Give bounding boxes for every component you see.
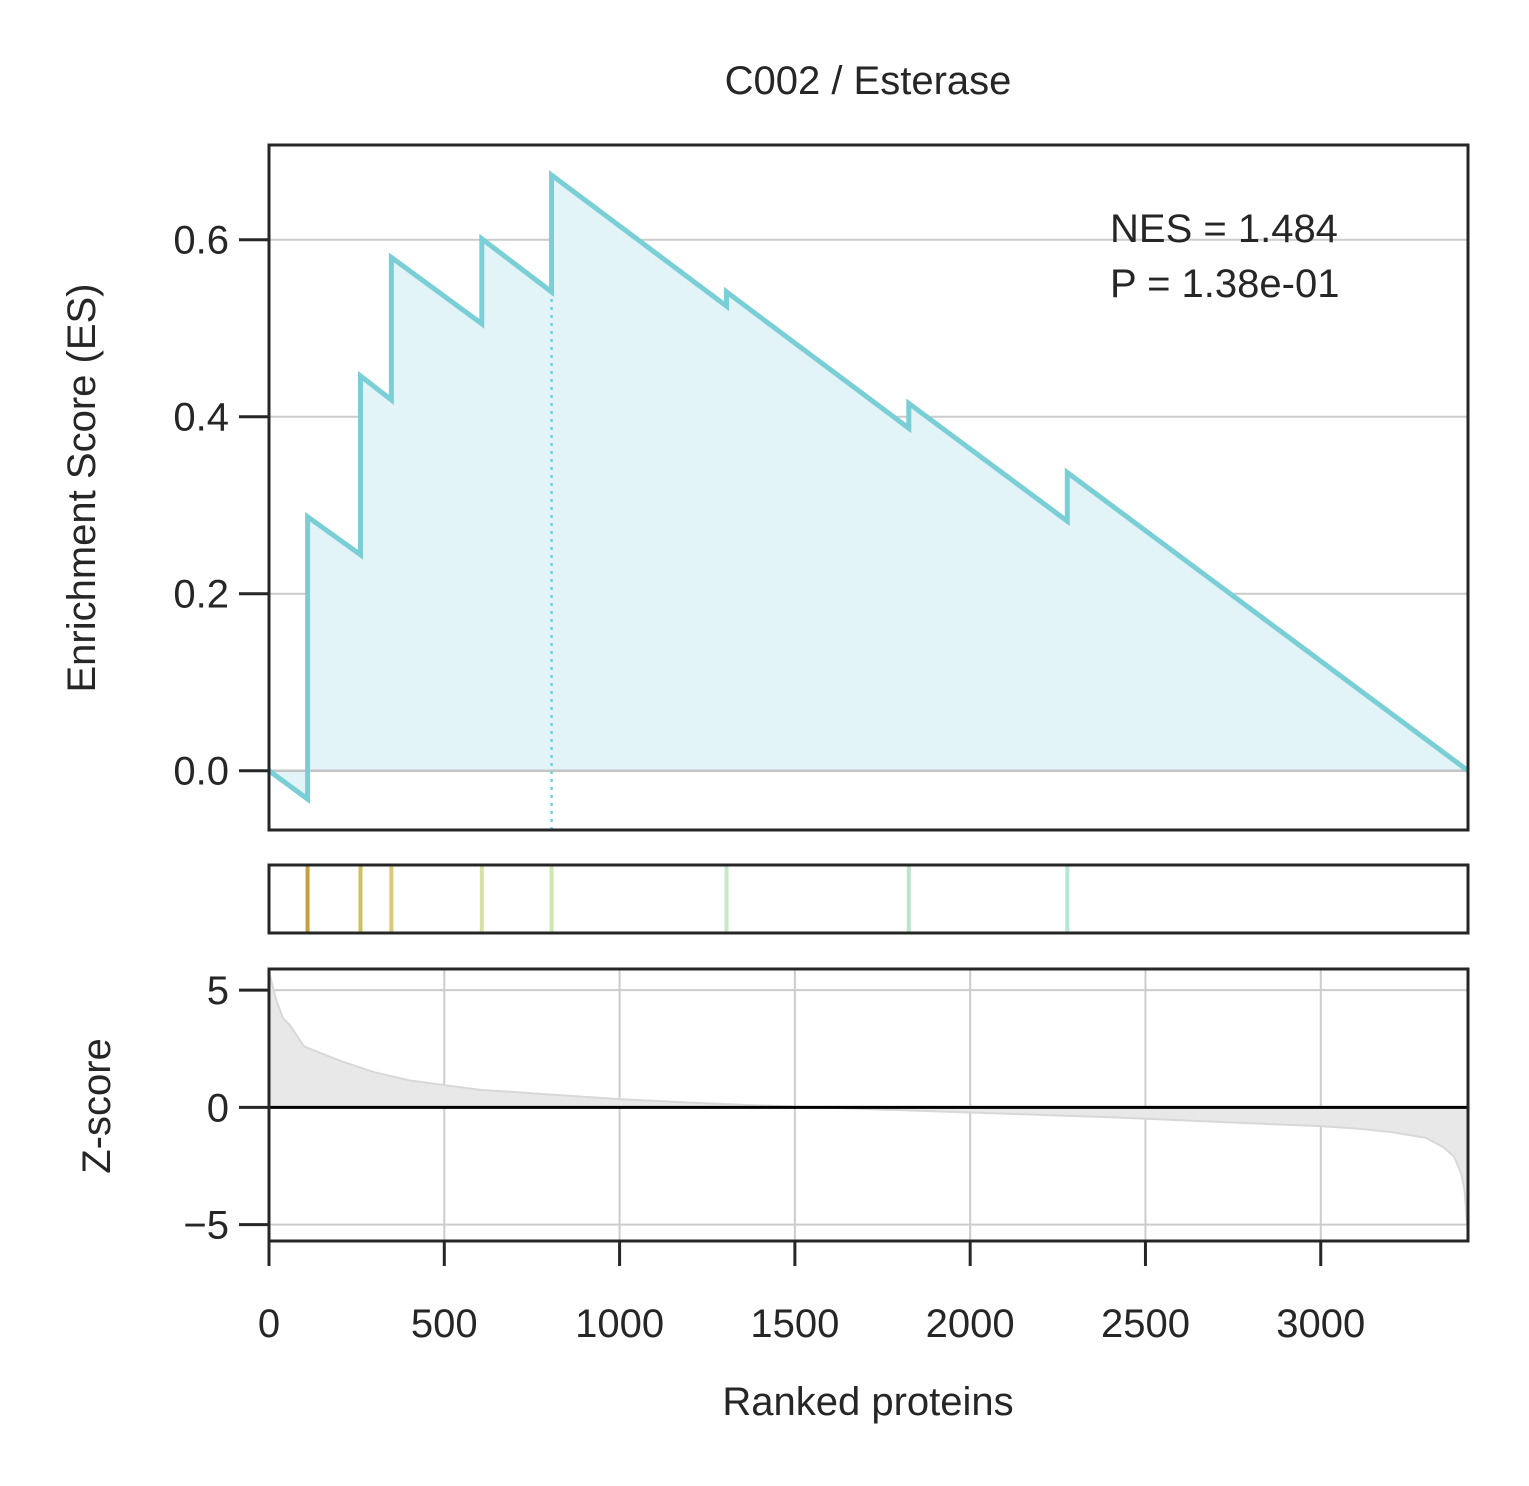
es-area-fill [269,175,1468,800]
es-y-tick-label: 0.0 [173,750,229,794]
x-tick-label: 1000 [575,1302,664,1346]
zscore-y-tick-label: 0 [207,1086,229,1130]
zscore-y-ticks: 5 0 −5 [183,969,269,1248]
es-running-sum-line [267,170,1470,804]
zscore-panel: 5 0 −5 Z-score [75,967,1470,1248]
es-y-tick-label: 0.2 [173,573,229,617]
x-tick-label: 500 [411,1302,478,1346]
x-tick-label: 2500 [1101,1302,1190,1346]
chart-title: C002 / Esterase [725,59,1012,103]
x-tick-label: 3000 [1276,1302,1365,1346]
es-y-ticks: 0.0 0.2 0.4 0.6 [173,219,269,794]
es-y-tick-label: 0.4 [173,396,229,440]
enrichment-score-panel: 0.0 0.2 0.4 0.6 Enrichment Score (ES) NES =… [60,143,1470,832]
nes-annotation: NES = 1.484 [1110,207,1338,251]
x-axis-label: Ranked proteins [722,1380,1013,1424]
es-y-axis-label: Enrichment Score (ES) [60,283,104,692]
zscore-y-tick-label: 5 [207,969,229,1013]
es-y-tick-label: 0.6 [173,219,229,263]
es-panel-frame [267,143,1470,832]
x-tick-label: 1500 [750,1302,839,1346]
zscore-y-tick-label: −5 [183,1204,229,1248]
zscore-panel-frame [267,967,1470,1243]
x-tick-label: 0 [258,1302,280,1346]
x-tick-label: 2000 [926,1302,1015,1346]
hit-markers [305,865,1070,933]
zscore-area-fill [268,971,1469,1237]
p-value-annotation: P = 1.38e-01 [1110,262,1339,306]
x-axis: 0 500 1000 1500 2000 2500 3000 [258,1241,1365,1346]
hit-markers-panel [267,863,1470,935]
hits-panel-frame [267,863,1470,935]
zscore-y-axis-label: Z-score [75,1038,119,1174]
